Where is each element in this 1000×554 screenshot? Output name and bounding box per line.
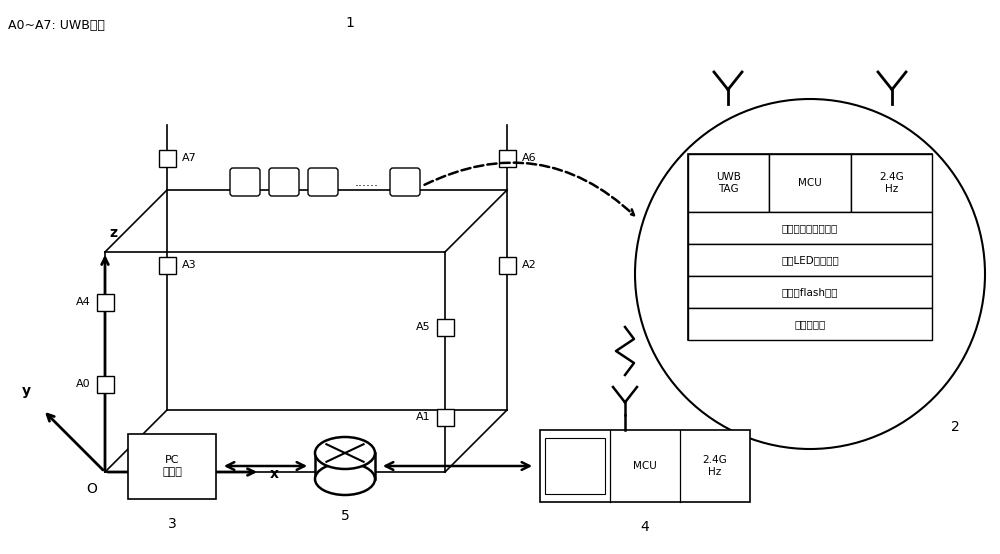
Text: A3: A3 xyxy=(182,260,196,270)
Text: x: x xyxy=(270,467,279,481)
Text: MCU: MCU xyxy=(633,461,657,471)
Text: RJ45: RJ45 xyxy=(563,461,587,471)
Text: A7: A7 xyxy=(182,153,196,163)
Text: z: z xyxy=(109,226,117,240)
Bar xyxy=(688,154,932,340)
Bar xyxy=(499,257,516,274)
Bar xyxy=(545,438,605,494)
Text: O: O xyxy=(86,482,97,496)
Text: 1: 1 xyxy=(346,16,354,30)
Text: 4: 4 xyxy=(641,520,649,534)
Text: y: y xyxy=(22,384,31,398)
Bar xyxy=(158,150,176,167)
Text: A6: A6 xyxy=(522,153,536,163)
Ellipse shape xyxy=(315,463,375,495)
FancyBboxPatch shape xyxy=(230,168,260,196)
Text: 电机驱动器: 电机驱动器 xyxy=(794,319,826,329)
FancyBboxPatch shape xyxy=(269,168,299,196)
Text: 降螺仪加速度传感器: 降螺仪加速度传感器 xyxy=(782,223,838,233)
Text: A2: A2 xyxy=(522,260,536,270)
FancyBboxPatch shape xyxy=(315,453,375,479)
Ellipse shape xyxy=(315,437,375,469)
Text: A1: A1 xyxy=(416,412,430,422)
Bar xyxy=(688,154,769,212)
FancyBboxPatch shape xyxy=(308,168,338,196)
FancyBboxPatch shape xyxy=(390,168,420,196)
Text: UWB
TAG: UWB TAG xyxy=(716,172,741,194)
Text: 2: 2 xyxy=(951,420,959,434)
Bar xyxy=(688,276,932,308)
Bar xyxy=(158,257,176,274)
Text: PC
服务器: PC 服务器 xyxy=(162,455,182,477)
Bar xyxy=(688,244,932,276)
Bar xyxy=(688,212,932,244)
Text: 全彩LED调光模块: 全彩LED调光模块 xyxy=(781,255,839,265)
Text: ......: ...... xyxy=(355,176,379,188)
Bar xyxy=(769,154,851,212)
Bar xyxy=(499,150,516,167)
Bar xyxy=(436,408,454,425)
Bar xyxy=(97,376,114,392)
Bar xyxy=(851,154,932,212)
Text: 大容量flash存储: 大容量flash存储 xyxy=(782,287,838,297)
Text: 3: 3 xyxy=(168,516,176,531)
Text: 2.4G
Hz: 2.4G Hz xyxy=(879,172,904,194)
Text: MCU: MCU xyxy=(798,178,822,188)
Bar xyxy=(436,319,454,336)
Text: 5: 5 xyxy=(341,509,349,523)
Bar xyxy=(128,433,216,499)
Text: A4: A4 xyxy=(76,297,90,307)
Circle shape xyxy=(635,99,985,449)
Bar xyxy=(97,294,114,310)
Text: A0: A0 xyxy=(76,379,90,389)
Text: A5: A5 xyxy=(416,322,430,332)
Bar xyxy=(688,308,932,340)
Bar xyxy=(540,430,750,502)
Text: A0~A7: UWB锤点: A0~A7: UWB锤点 xyxy=(8,19,105,32)
Text: 2.4G
Hz: 2.4G Hz xyxy=(703,455,727,477)
